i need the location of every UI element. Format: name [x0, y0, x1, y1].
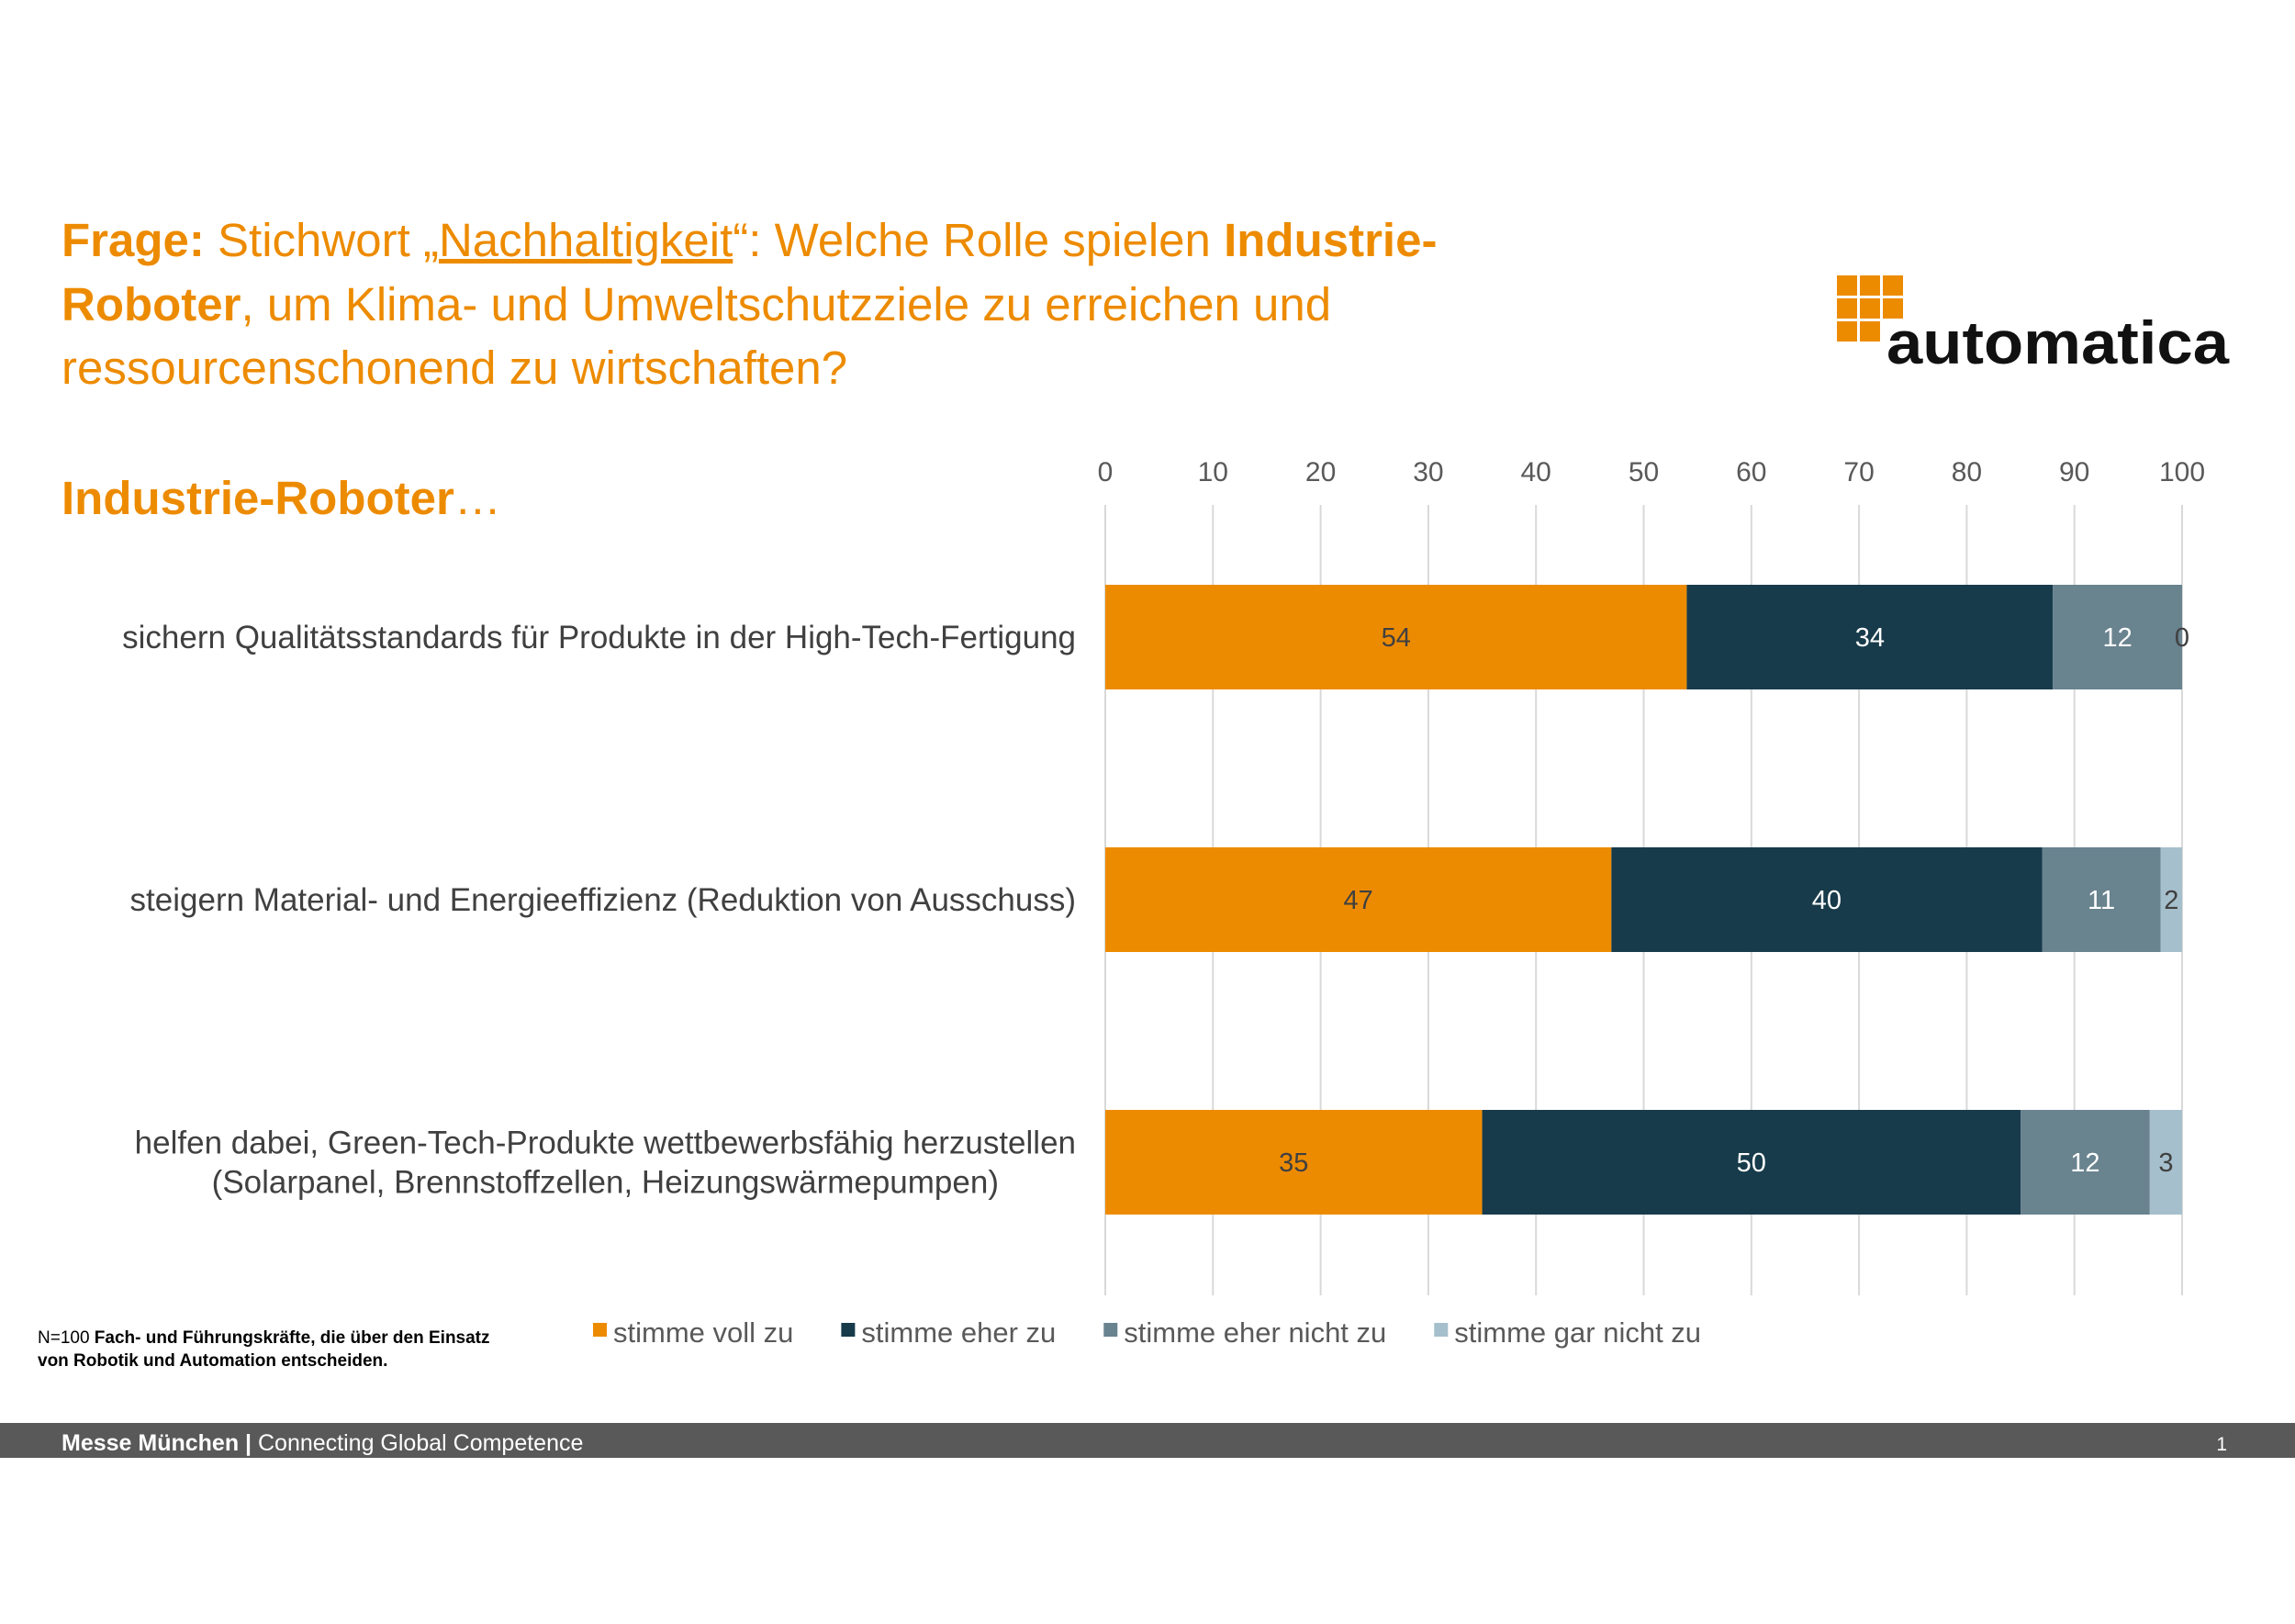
category-label: sichern Qualitätsstandards für Produkte …	[122, 620, 1076, 655]
bar-segment	[1105, 585, 1687, 689]
footer-separator: |	[239, 1430, 258, 1456]
question-part: Frage:	[62, 214, 205, 266]
data-label: 35	[1279, 1148, 1308, 1178]
bar-segment	[2160, 847, 2182, 952]
legend-swatch	[1434, 1323, 1449, 1337]
x-tick-label: 70	[1843, 457, 1874, 487]
logo-square	[1883, 298, 1903, 319]
logo-square	[1883, 275, 1903, 296]
logo-square	[1837, 275, 1857, 296]
question-part: ressourcenschonend zu wirtschaften?	[62, 342, 847, 394]
x-tick-label: 80	[1952, 457, 1982, 487]
bar-segment	[1611, 847, 2043, 952]
footer-organizer: Messe München	[62, 1430, 239, 1456]
data-label: 50	[1737, 1148, 1766, 1178]
bar-segment	[1686, 585, 2054, 689]
bar-segment	[2053, 585, 2182, 689]
data-label: 3	[2158, 1148, 2173, 1178]
logo: automatica	[1837, 275, 2230, 376]
x-tick-label: 0	[1098, 457, 1114, 487]
data-label: 11	[2088, 886, 2115, 915]
logo-square	[1837, 298, 1857, 319]
data-label: 54	[1382, 623, 1411, 653]
legend-label: stimme eher zu	[861, 1316, 1056, 1349]
x-tick-label: 40	[1521, 457, 1551, 487]
note: N=100 Fach- und Führungskräfte, die über…	[38, 1328, 490, 1371]
data-label: 34	[1855, 623, 1885, 653]
x-tick-label: 10	[1198, 457, 1228, 487]
question-part: , um Klima- und Umweltschutzziele zu err…	[241, 278, 1331, 330]
logo-square	[1860, 275, 1880, 296]
note-line: N=100 Fach- und Führungskräfte, die über…	[38, 1328, 490, 1348]
category-label: helfen dabei, Green-Tech-Produkte wettbe…	[135, 1126, 1076, 1161]
legend-label: stimme voll zu	[613, 1316, 793, 1349]
note-line: von Robotik und Automation entscheiden.	[38, 1351, 387, 1371]
category-label: steigern Material- und Energieeffizienz …	[130, 882, 1076, 918]
question-line: ressourcenschonend zu wirtschaften?	[62, 342, 847, 394]
subject-suffix: …	[454, 472, 501, 524]
question-part: Roboter	[62, 278, 241, 330]
legend-label: stimme gar nicht zu	[1454, 1316, 1701, 1349]
question-part: Nachhaltigkeit	[439, 214, 733, 266]
subject: Industrie-Roboter…	[62, 472, 501, 524]
question-line: Frage: Stichwort „Nachhaltigkeit“: Welch…	[62, 214, 1437, 266]
data-label: 40	[1812, 886, 1842, 915]
note-part: Fach- und Führungskräfte, die über den E…	[95, 1328, 490, 1348]
footer-bar	[0, 1423, 2295, 1458]
logo-square	[1860, 321, 1880, 342]
data-label: 0	[2175, 623, 2189, 653]
page-number: 1	[2216, 1434, 2227, 1455]
x-tick-label: 50	[1629, 457, 1659, 487]
bar-segment	[1482, 1110, 2021, 1215]
data-label: 12	[2102, 623, 2132, 653]
legend-swatch	[593, 1323, 607, 1337]
subject-name: Industrie-Roboter	[62, 472, 454, 524]
data-label: 47	[1344, 886, 1373, 915]
data-label: 2	[2164, 886, 2178, 915]
x-tick-label: 60	[1736, 457, 1766, 487]
note-part: N=100	[38, 1328, 95, 1348]
footer-slogan: Connecting Global Competence	[258, 1430, 583, 1456]
x-tick-label: 90	[2059, 457, 2089, 487]
x-tick-label: 30	[1413, 457, 1443, 487]
x-tick-label: 100	[2159, 457, 2205, 487]
bar-segment	[1105, 1110, 1483, 1215]
logo-text: automatica	[1886, 308, 2230, 376]
category-label: (Solarpanel, Brennstoffzellen, Heizungsw…	[212, 1165, 999, 1201]
legend-swatch	[841, 1323, 856, 1337]
logo-square	[1837, 321, 1857, 342]
question-line: Roboter, um Klima- und Umweltschutzziele…	[62, 278, 1331, 330]
legend-label: stimme eher nicht zu	[1124, 1316, 1386, 1349]
question-part: Stichwort „	[205, 214, 439, 266]
bar-segment	[2021, 1110, 2150, 1215]
x-tick-label: 20	[1305, 457, 1336, 487]
bar-segment	[2149, 1110, 2182, 1215]
footer-text: Messe München | Connecting Global Compet…	[62, 1430, 583, 1456]
question-part: Industrie-	[1224, 214, 1437, 266]
question-part: “: Welche Rolle spielen	[733, 214, 1224, 266]
question: Frage: Stichwort „Nachhaltigkeit“: Welch…	[62, 214, 1437, 524]
data-label: 12	[2070, 1148, 2099, 1178]
logo-square	[1860, 298, 1880, 319]
bar-segment	[1105, 847, 1612, 952]
bar-segment	[2042, 847, 2161, 952]
legend-swatch	[1103, 1323, 1118, 1337]
